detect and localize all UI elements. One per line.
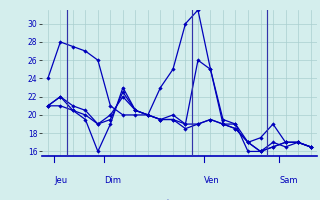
Text: Dim: Dim [104, 176, 121, 185]
Text: Ven: Ven [204, 176, 220, 185]
Text: Sam: Sam [279, 176, 298, 185]
Text: Jeu: Jeu [54, 176, 67, 185]
